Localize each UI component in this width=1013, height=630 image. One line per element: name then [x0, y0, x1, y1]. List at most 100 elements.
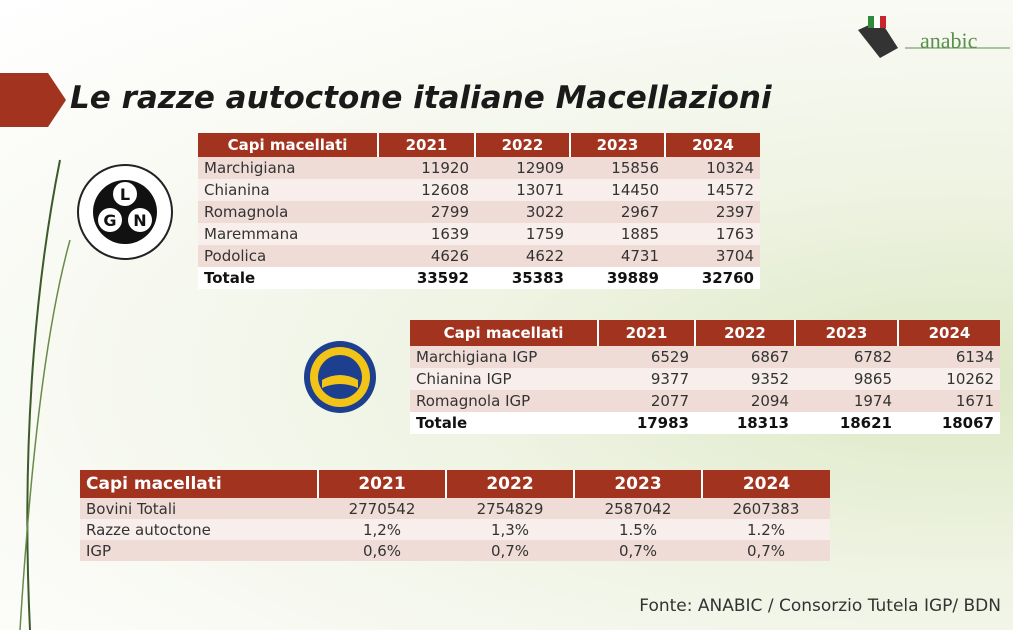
- data-row: Chianina12608130711445014572: [198, 179, 760, 201]
- cell: Marchigiana IGP: [410, 346, 598, 368]
- cell: 2021: [598, 320, 695, 346]
- cell: 6782: [795, 346, 898, 368]
- cell: 4731: [570, 245, 665, 267]
- cell: 3704: [665, 245, 760, 267]
- cell: 1759: [475, 223, 570, 245]
- cell: Razze autoctone: [80, 519, 318, 540]
- cell: 2770542: [318, 498, 446, 519]
- cell: 2021: [378, 133, 475, 157]
- cell: 2024: [665, 133, 760, 157]
- cell: 2023: [795, 320, 898, 346]
- cell: 2022: [446, 470, 574, 498]
- cell: 2024: [702, 470, 830, 498]
- header-row: Capi macellati2021202220232024: [198, 133, 760, 157]
- logo-letter: L: [120, 185, 130, 204]
- cell: 0,6%: [318, 540, 446, 561]
- cell: 4622: [475, 245, 570, 267]
- title: Le razze autoctone italiane Macellazioni: [70, 80, 772, 116]
- data-row: Marchigiana11920129091585610324: [198, 157, 760, 179]
- cell: Chianina: [198, 179, 378, 201]
- slide: anabic L G N Le razze autoctone italiane…: [0, 0, 1013, 630]
- cell: 9865: [795, 368, 898, 390]
- cell: 9352: [695, 368, 795, 390]
- cell: 2022: [475, 133, 570, 157]
- cell: Capi macellati: [198, 133, 378, 157]
- cell: 2607383: [702, 498, 830, 519]
- cell: Romagnola IGP: [410, 390, 598, 412]
- cell: 12608: [378, 179, 475, 201]
- cell: Totale: [410, 412, 598, 434]
- cell: 2094: [695, 390, 795, 412]
- cell: 18621: [795, 412, 898, 434]
- cell: Bovini Totali: [80, 498, 318, 519]
- cell: 14572: [665, 179, 760, 201]
- cell: 1,2%: [318, 519, 446, 540]
- cell: 2799: [378, 201, 475, 223]
- cell: 4626: [378, 245, 475, 267]
- data-row: Romagnola IGP2077209419741671: [410, 390, 1000, 412]
- cell: 2022: [695, 320, 795, 346]
- cell: Marchigiana: [198, 157, 378, 179]
- cell: 2024: [898, 320, 1000, 346]
- cell: 2021: [318, 470, 446, 498]
- cell: Maremmana: [198, 223, 378, 245]
- logo-letter: N: [133, 211, 146, 230]
- cell: 17983: [598, 412, 695, 434]
- cell: 32760: [665, 267, 760, 289]
- cell: 1974: [795, 390, 898, 412]
- cell: 1,3%: [446, 519, 574, 540]
- logo-letter: G: [103, 211, 116, 230]
- cell: 2023: [574, 470, 702, 498]
- cell: 2754829: [446, 498, 574, 519]
- cell: 0,7%: [702, 540, 830, 561]
- cell: 6134: [898, 346, 1000, 368]
- cell: 6867: [695, 346, 795, 368]
- cell: 35383: [475, 267, 570, 289]
- cell: Chianina IGP: [410, 368, 598, 390]
- cell: Romagnola: [198, 201, 378, 223]
- cell: 9377: [598, 368, 695, 390]
- cell: 0,7%: [446, 540, 574, 561]
- cell: 39889: [570, 267, 665, 289]
- cell: 1639: [378, 223, 475, 245]
- cell: 1763: [665, 223, 760, 245]
- cell: 2023: [570, 133, 665, 157]
- cell: 1.5%: [574, 519, 702, 540]
- cell: Capi macellati: [80, 470, 318, 498]
- cell: 6529: [598, 346, 695, 368]
- cell: 2587042: [574, 498, 702, 519]
- cell: 1671: [898, 390, 1000, 412]
- cell: 11920: [378, 157, 475, 179]
- cell: 10324: [665, 157, 760, 179]
- cell: 0,7%: [574, 540, 702, 561]
- cell: 1.2%: [702, 519, 830, 540]
- cell: Totale: [198, 267, 378, 289]
- cell: Podolica: [198, 245, 378, 267]
- cell: Capi macellati: [410, 320, 598, 346]
- cell: 1885: [570, 223, 665, 245]
- cell: 12909: [475, 157, 570, 179]
- cell: 2397: [665, 201, 760, 223]
- cell: IGP: [80, 540, 318, 561]
- cell: 2077: [598, 390, 695, 412]
- cell: 2967: [570, 201, 665, 223]
- cell: 15856: [570, 157, 665, 179]
- source: Fonte: ANABIC / Consorzio Tutela IGP/ BD…: [639, 596, 1001, 616]
- cell: 33592: [378, 267, 475, 289]
- cell: 14450: [570, 179, 665, 201]
